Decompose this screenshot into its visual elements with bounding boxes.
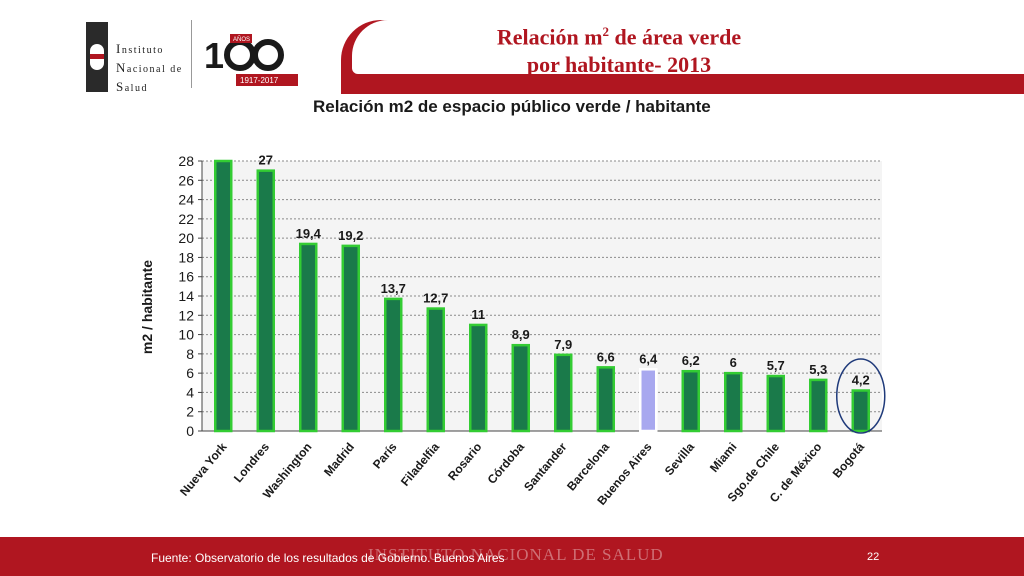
data-labels: 27 19,4 19,2 13,7 12,7 11 8,9 7,9 6,6 6,4 6,2 6 5,7 5… — [259, 153, 886, 434]
bar-par-s — [384, 297, 403, 433]
slide-title-superscript: 2 — [602, 24, 610, 39]
bar-buenos-aires — [639, 368, 658, 433]
svg-text:1: 1 — [204, 35, 224, 76]
bar-bogot- — [851, 389, 870, 433]
y-tick-label: 22 — [178, 211, 194, 227]
data-label: 6,2 — [682, 353, 700, 368]
y-axis-label: m2 / habitante — [140, 260, 155, 354]
title-box — [352, 20, 1024, 74]
bar-washington — [299, 242, 318, 433]
slide-title-line1-after: de área verde — [609, 24, 742, 50]
ins-logo: Instituto Nacional de Salud — [86, 22, 192, 94]
y-tick-label: 0 — [186, 423, 194, 439]
x-tick-label: Rosario — [445, 440, 484, 483]
x-tick-label: París — [370, 440, 400, 472]
data-label: 4,2 — [852, 373, 870, 388]
ins-logo-text: Instituto Nacional de Salud — [116, 40, 183, 97]
anniversary-100-logo: 1 AÑOS 1917-2017 — [204, 34, 298, 86]
data-label: 11 — [471, 307, 485, 322]
data-label: 27 — [259, 153, 273, 168]
data-label: 8,9 — [512, 327, 530, 342]
x-tick-label: Bogotá — [830, 440, 867, 481]
bars — [214, 159, 870, 433]
page-number: 22 — [867, 551, 880, 563]
footer-bar — [0, 537, 1024, 576]
y-tick-label: 12 — [178, 307, 194, 323]
y-tick-label: 6 — [186, 365, 194, 381]
bar-santander — [554, 353, 573, 433]
data-label: 19,4 — [296, 226, 322, 241]
x-tick-label: Miami — [707, 440, 740, 475]
data-label: 19,2 — [338, 228, 363, 243]
y-tick-label: 20 — [178, 230, 194, 246]
slide-title-line2: por habitante- 2013 — [526, 52, 712, 78]
bar-rosario — [469, 323, 488, 433]
highlight-circle — [836, 358, 886, 434]
bar-nueva-york — [214, 159, 233, 433]
y-tick-label: 28 — [178, 153, 194, 169]
bar-londres — [256, 169, 275, 433]
footer-watermark: INSTITUTO NACIONAL DE SALUD — [368, 545, 664, 564]
header-divider — [191, 20, 192, 88]
y-tick-label: 8 — [186, 346, 194, 362]
slide-title-line1-before: Relación m — [496, 24, 603, 50]
y-tick-label: 24 — [178, 192, 194, 208]
x-tick-label: Filadelfia — [398, 440, 442, 489]
data-label: 13,7 — [381, 281, 406, 296]
data-label: 7,9 — [554, 337, 572, 352]
x-tick-label: Madrid — [321, 440, 357, 479]
data-label: 6,6 — [597, 349, 615, 364]
data-label: 6 — [730, 355, 737, 370]
y-tick-label: 4 — [186, 384, 194, 400]
anniversary-years: 1917-2017 — [240, 76, 279, 85]
logo-line: Nacional de — [116, 60, 183, 75]
chart-title: Relación m2 de espacio público verde / h… — [313, 97, 711, 116]
anniversary-badge: AÑOS — [233, 36, 250, 43]
bar-filadelfia — [426, 307, 445, 433]
x-tick-label: Santander — [521, 440, 570, 494]
data-label: 12,7 — [423, 291, 448, 306]
bar-c-de-m-xico — [809, 378, 828, 433]
y-tick-label: 14 — [178, 288, 194, 304]
x-tick-label: Córdoba — [485, 440, 528, 487]
bar-c-rdoba — [511, 343, 530, 433]
slide-title: Relación m2 de área verde por habitante-… — [352, 18, 886, 79]
bar-madrid — [341, 244, 360, 433]
y-tick-label: 10 — [178, 327, 194, 343]
x-tick-label: Sevilla — [662, 440, 697, 478]
bar-sevilla — [681, 369, 700, 433]
y-tick-label: 18 — [178, 249, 194, 265]
data-label: 6,4 — [639, 351, 658, 366]
bar-sgo-de-chile — [766, 374, 785, 433]
logo-line: Instituto — [116, 41, 164, 56]
footer-source: Fuente: Observatorio de los resultados d… — [151, 551, 505, 565]
y-tick-label: 2 — [186, 404, 194, 420]
bar-miami — [724, 371, 743, 433]
x-tick-label: Londres — [231, 440, 272, 486]
logo-line: Salud — [116, 79, 148, 94]
y-tick-label: 16 — [178, 269, 194, 285]
x-tick-label: Nueva York — [177, 440, 230, 499]
bar-barcelona — [596, 366, 615, 433]
ins-emblem-icon — [86, 22, 108, 92]
y-tick-label: 26 — [178, 172, 194, 188]
data-label: 5,3 — [809, 362, 827, 377]
data-label: 5,7 — [767, 358, 785, 373]
